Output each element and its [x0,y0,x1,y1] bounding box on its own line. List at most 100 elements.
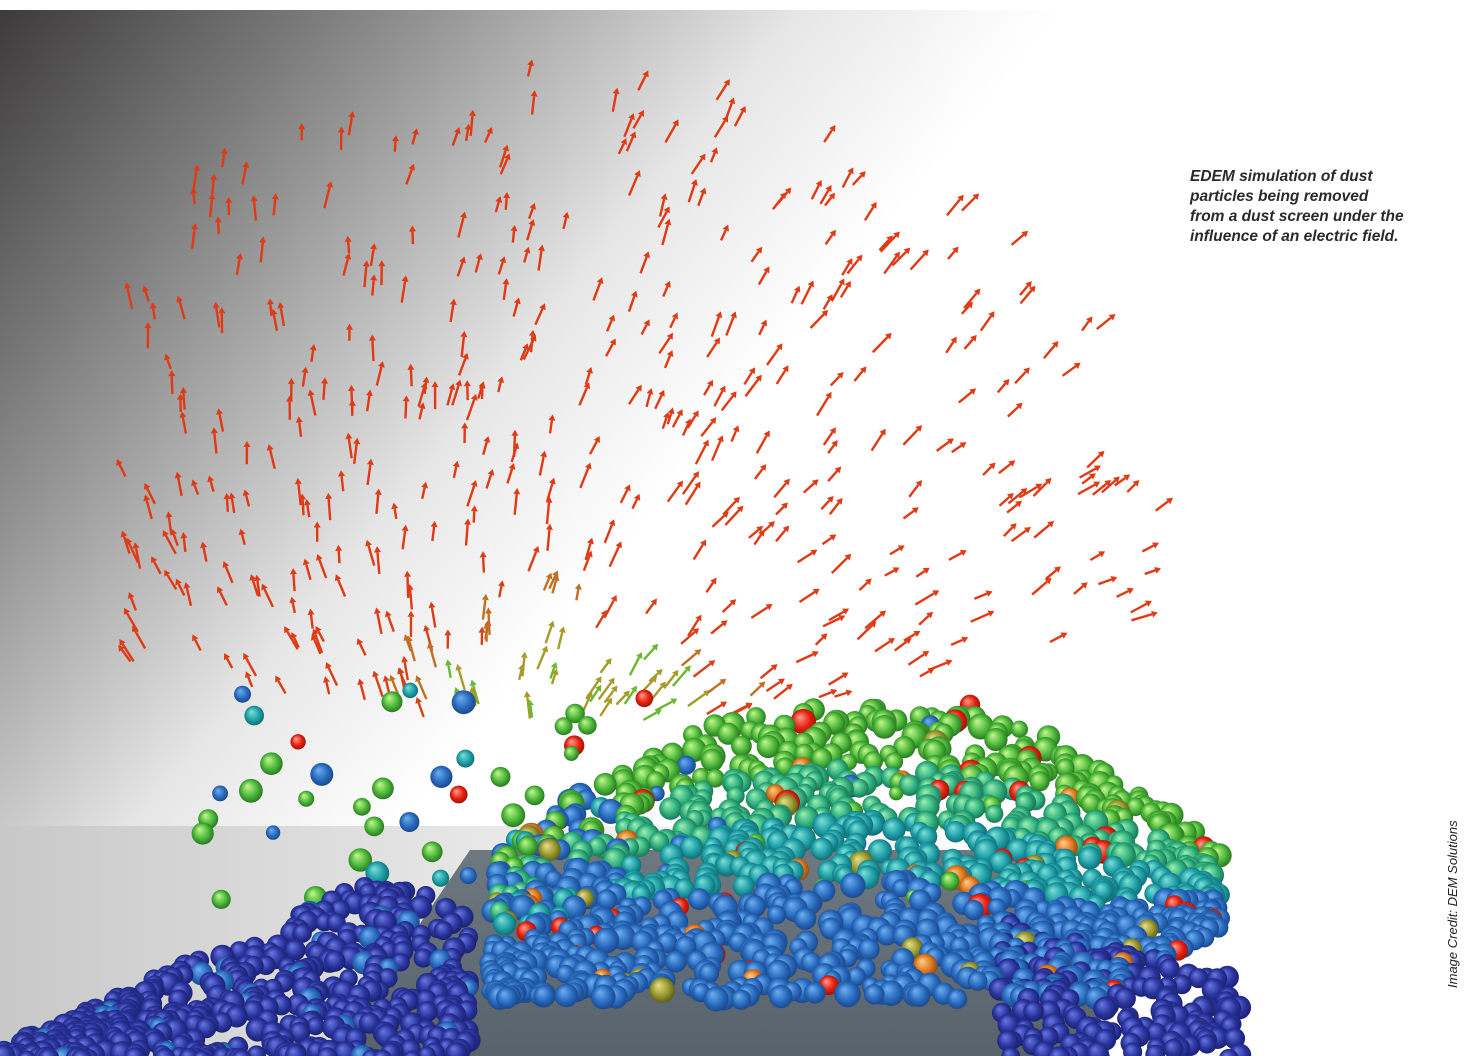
velocity-arrow [311,615,313,629]
page: EDEM simulation of dust particles being … [0,0,1466,1056]
particle [731,736,752,757]
velocity-arrow [489,613,490,635]
velocity-arrow [270,304,271,316]
velocity-arrow [471,116,473,136]
particle [840,873,865,898]
velocity-arrow [184,538,185,552]
particle [496,987,518,1009]
particle [422,841,443,862]
particle [266,825,280,839]
particle [310,763,333,786]
particle [450,786,468,804]
particle [460,867,477,884]
particle [364,817,384,837]
caption-line: particles being removed [1189,188,1369,205]
velocity-arrow [1145,570,1156,574]
velocity-arrow [293,574,294,591]
velocity-arrow [466,524,468,545]
particle [324,950,345,971]
velocity-arrow [483,557,484,572]
velocity-arrow [212,180,213,194]
particle [212,786,228,802]
particle [804,982,826,1004]
particle [688,888,710,910]
velocity-arrow [506,198,507,210]
figure: EDEM simulation of dust particles being … [0,0,1466,1056]
particle [864,984,884,1004]
particle [234,686,251,703]
velocity-arrow [1142,546,1153,552]
velocity-arrow [183,393,184,410]
particle [941,872,960,891]
velocity-arrow [153,308,155,319]
particle [564,746,579,761]
particle [731,990,751,1010]
particle [534,985,556,1007]
particle [1197,1034,1216,1053]
particle [1011,721,1028,738]
particle [456,750,474,768]
particle [947,989,967,1009]
velocity-arrow [323,384,324,400]
velocity-arrow [530,706,532,718]
particle [769,985,792,1008]
caption-line: from a dust screen under the [1190,208,1404,225]
particle [591,985,616,1010]
particle [244,706,264,726]
particle [873,715,897,739]
particle [382,691,403,712]
velocity-arrow [1156,501,1168,510]
velocity-arrow [303,500,304,516]
particle [434,921,453,940]
particle [594,773,617,796]
velocity-arrow [227,499,228,512]
velocity-arrow [395,141,396,151]
velocity-arrow [348,242,349,253]
arrow-head [1151,611,1158,618]
particle [290,734,305,749]
particle [704,987,729,1012]
velocity-arrow [514,436,515,457]
particle [701,749,724,772]
particle [649,977,674,1002]
particle [1093,997,1116,1020]
particle [452,690,476,714]
particle [985,805,1003,823]
velocity-arrow [339,551,340,563]
velocity-arrow [329,499,331,520]
caption-line: EDEM simulation of dust [1190,168,1373,185]
particle [212,890,231,909]
caption-line: influence of an electric field. [1190,228,1398,245]
velocity-arrow [513,231,514,243]
particle [659,797,682,820]
particle [491,767,511,787]
velocity-arrow [194,194,195,204]
velocity-arrow [372,280,373,295]
particle [858,938,880,960]
particle [835,981,861,1007]
particle [1023,1001,1044,1022]
particle [907,984,930,1007]
particle [493,912,516,935]
particle [1078,846,1101,869]
velocity-arrow [474,511,475,522]
particle [810,838,833,861]
particle [525,786,545,806]
particle [794,908,816,930]
velocity-arrow [405,401,406,418]
particle [555,717,573,735]
particle [555,984,579,1008]
particle [968,971,988,991]
particle [353,798,371,816]
velocity-arrow [274,199,276,215]
particle [1159,958,1180,979]
particle [192,822,214,844]
velocity-arrow [411,370,412,387]
velocity-arrow [218,222,219,234]
particle [239,779,263,803]
velocity-arrow [342,476,344,491]
particle [402,683,418,699]
particle [372,778,394,800]
velocity-arrow [395,509,397,519]
particle [518,836,538,856]
